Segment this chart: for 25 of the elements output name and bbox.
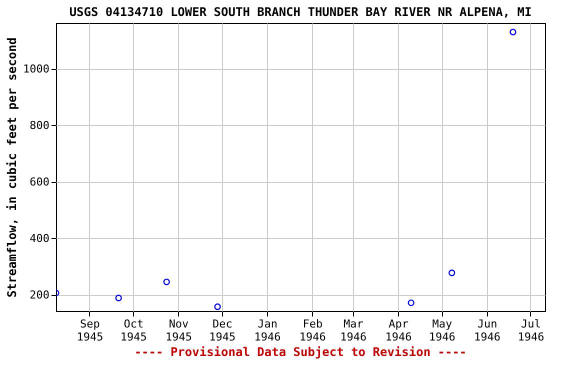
x-tick-label: Jun 1946 [474,318,501,344]
x-tick-label: Jul 1946 [518,318,544,344]
y-tick-label: 200 [30,288,50,302]
x-tick-label: Dec 1945 [209,318,236,344]
x-tick-label: Apr 1946 [385,318,412,344]
point [510,28,516,36]
point [214,303,221,310]
x-tick-label: Jan 1946 [254,318,281,344]
chart-title: USGS 04134710 LOWER SOUTH BRANCH THUNDER BAY RIVER NR ALPENA, MI [69,5,532,19]
y-tick-label: 400 [30,232,50,245]
y-axis-title: Streamflow, in cubic feet per second [5,37,20,298]
y-tick-label: 1000 [23,62,50,76]
x-tick-label: Mar 1946 [340,318,367,344]
x-tick-label: Sep 1945 [76,318,104,344]
x-tick-label: Feb 1946 [299,318,326,344]
point [408,299,414,306]
point [115,294,122,302]
y-tick-label: 800 [30,118,50,132]
x-tick-label: Nov 1945 [166,318,192,344]
x-tick-label: May 1946 [428,318,456,344]
point [448,270,456,276]
x-tick-label: Oct 1945 [120,318,147,344]
y-tick-label: 600 [30,175,50,188]
text: ---- Provisional Data Subject to Revision ---- [134,345,467,359]
point [163,278,170,286]
